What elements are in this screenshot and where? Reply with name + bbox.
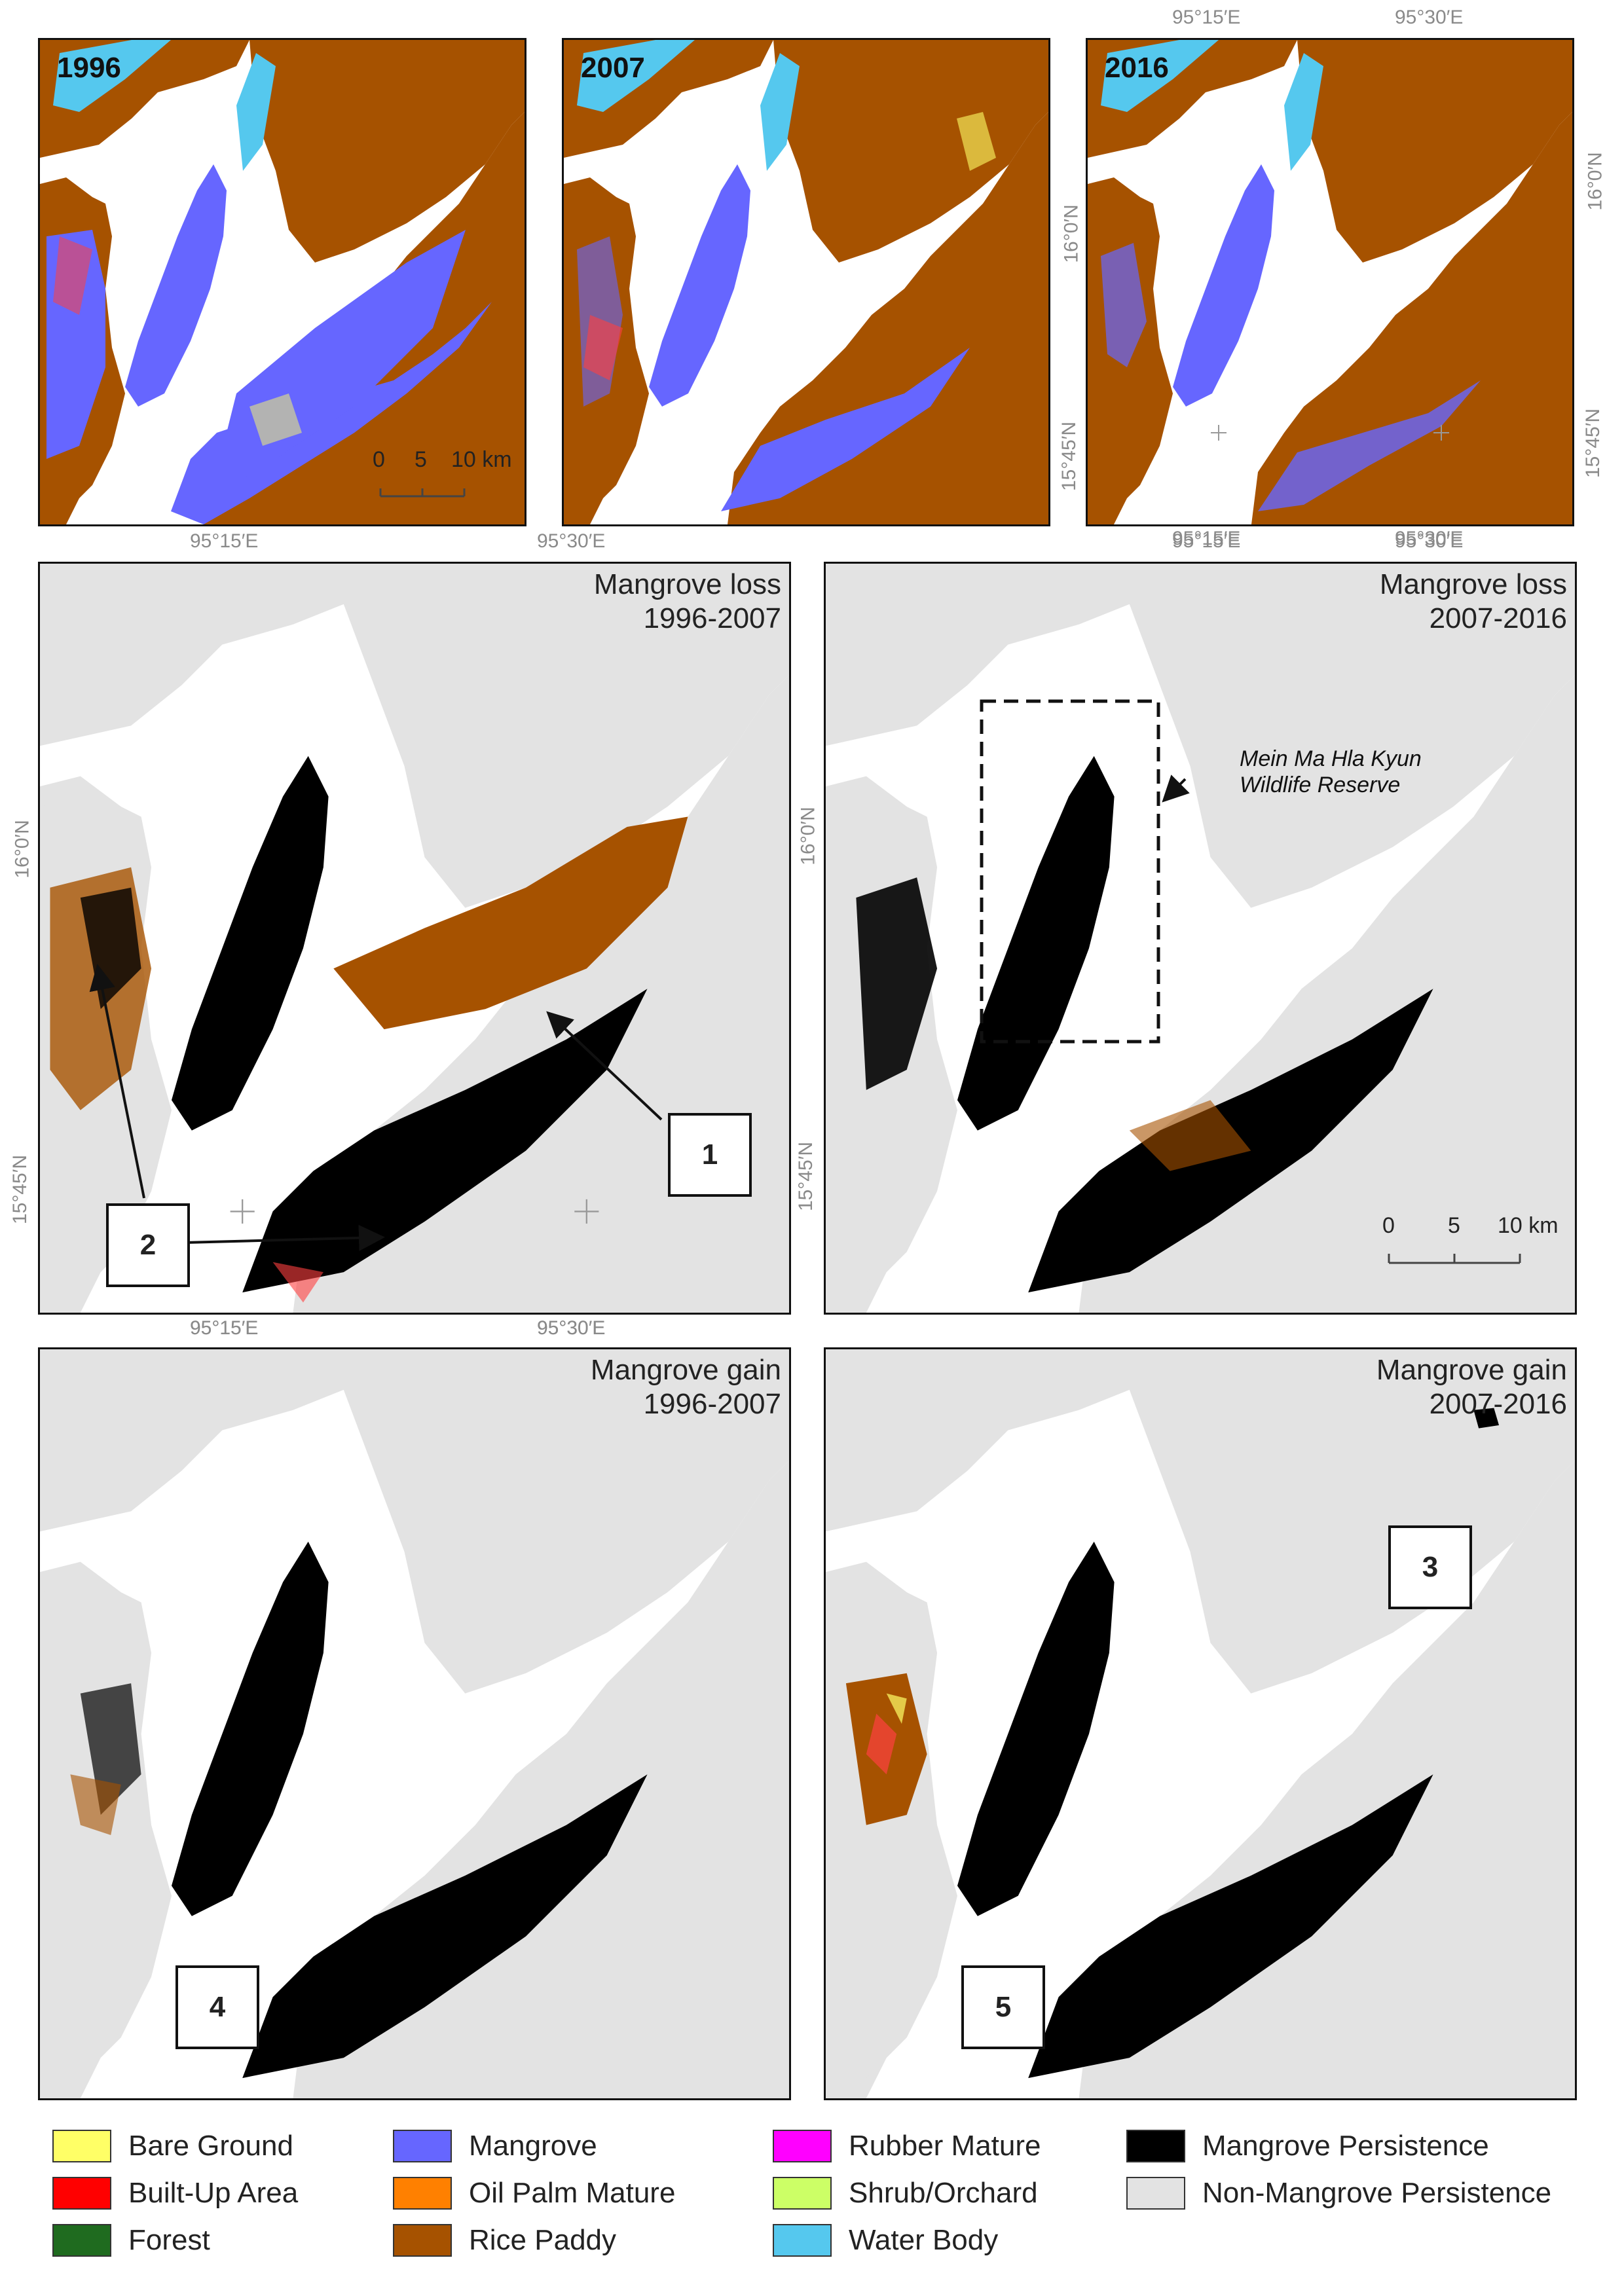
legend-swatch [393,2224,452,2257]
mid-lat-a-left: 16°0′N [11,820,33,879]
top-lat-a-left: 16°0′N [1060,204,1082,263]
reserve-label-line2: Wildlife Reserve [1240,773,1401,797]
map-panel-2007: 2007 [562,38,1050,526]
year-label-1996: 1996 [57,52,121,84]
map-panel-2016: 2016 [1086,38,1574,526]
legend-label: Shrub/Orchard [849,2177,1038,2209]
mid-lon-b-bottom: 95°30′E [537,1317,606,1339]
mid-lon-a-bottom: 95°15′E [190,1317,259,1339]
land-cover-map-1996 [40,40,525,524]
callout-5: 5 [961,1965,1045,2049]
mid-lon-a-right: 95°15′E [1172,530,1241,552]
legend-label: Rubber Mature [849,2130,1041,2162]
reserve-label-line1: Mein Ma Hla Kyun [1240,746,1422,771]
legend-label: Built-Up Area [128,2177,299,2209]
mangrove-loss-map-1996-2007 [40,564,789,1313]
callout-4: 4 [175,1965,259,2049]
mid-lat-b-left: 15°45′N [9,1154,31,1225]
legend-label: Non-Mangrove Persistence [1202,2177,1552,2209]
legend-item-mangrove-persistence: Mangrove Persistence [1126,2128,1489,2164]
reserve-label: Mein Ma Hla Kyun Wildlife Reserve [1240,746,1422,798]
scale-ten: 10 km [1498,1213,1559,1238]
panel-title-line1: Mangrove loss [1379,568,1567,600]
legend-swatch [773,2177,832,2210]
mid-lon-b-right: 95°30′E [1395,530,1464,552]
land-cover-map-2007 [564,40,1048,524]
legend-label: Water Body [849,2224,999,2256]
legend-swatch [393,2177,452,2210]
top-lat-b-right: 15°45′N [1582,408,1604,479]
panel-title-gain-1996-2007: Mangrove gain 1996-2007 [591,1353,781,1421]
legend-swatch [52,2224,111,2257]
scale-zero: 0 [1382,1213,1395,1238]
top-lat-b-left: 15°45′N [1058,421,1080,492]
panel-title-line1: Mangrove gain [590,1354,781,1386]
callout-2: 2 [106,1203,190,1287]
callout-3: 3 [1388,1525,1472,1609]
legend-label: Bare Ground [128,2130,293,2162]
legend-item-water: Water Body [773,2222,998,2259]
panel-title-gain-2007-2016: Mangrove gain 2007-2016 [1376,1353,1567,1421]
legend-item-oil-palm: Oil Palm Mature [393,2175,675,2212]
mid-lon-b: 95°30′E [537,530,606,552]
panel-title-line1: Mangrove gain [1376,1354,1567,1386]
panel-title-loss-1996-2007: Mangrove loss 1996-2007 [594,568,781,636]
land-cover-map-2016 [1088,40,1572,524]
mid-lon-a: 95°15′E [190,530,259,552]
legend-item-forest: Forest [52,2222,210,2259]
legend-label: Mangrove Persistence [1202,2130,1489,2162]
legend-swatch [1126,2177,1185,2210]
panel-title-loss-2007-2016: Mangrove loss 2007-2016 [1380,568,1567,636]
legend-swatch [773,2130,832,2162]
legend-item-built-up: Built-Up Area [52,2175,298,2212]
mangrove-gain-map-2007-2016 [826,1349,1575,2098]
year-label-2016: 2016 [1105,52,1169,84]
legend-item-rubber: Rubber Mature [773,2128,1041,2164]
legend-label: Mangrove [469,2130,597,2162]
legend-label: Oil Palm Mature [469,2177,676,2209]
map-panel-loss-1996-2007: Mangrove loss 1996-2007 [38,562,791,1315]
mangrove-loss-map-2007-2016 [826,564,1575,1313]
legend-item-shrub: Shrub/Orchard [773,2175,1038,2212]
map-panel-gain-1996-2007: Mangrove gain 1996-2007 [38,1347,791,2100]
legend: Bare Ground Built-Up Area Forest Mangrov… [39,2128,1611,2278]
legend-swatch [52,2130,111,2162]
legend-swatch [393,2130,452,2162]
legend-item-mangrove: Mangrove [393,2128,597,2164]
legend-item-bare-ground: Bare Ground [52,2128,293,2164]
panel-title-line2: 1996-2007 [643,1388,781,1420]
panel-title-line1: Mangrove loss [593,568,781,600]
mangrove-gain-map-1996-2007 [40,1349,789,2098]
legend-label: Rice Paddy [469,2224,617,2256]
scale-five: 5 [415,447,427,472]
panel-title-line2: 2007-2016 [1429,602,1567,634]
legend-swatch [1126,2130,1185,2162]
bot-lon-a: 95°15′E [190,1317,259,1339]
panel-title-line2: 1996-2007 [643,602,781,634]
map-panel-gain-2007-2016: Mangrove gain 2007-2016 [824,1347,1577,2100]
top-lon-b-bottom: 95°30′E [1395,528,1464,549]
top-lon-a-bottom: 95°15′E [1172,528,1241,549]
year-label-2007: 2007 [581,52,645,84]
callout-1: 1 [668,1113,752,1197]
scale-ten: 10 km [451,447,512,472]
map-panel-1996: 1996 0 5 10 km [38,38,526,526]
mid-lat-b-right: 15°45′N [795,1141,817,1212]
legend-label: Forest [128,2224,210,2256]
bot-lon-b: 95°30′E [537,1317,606,1339]
scale-zero: 0 [373,447,385,472]
top-lon-a: 95°15′E [1172,7,1241,28]
top-lat-a-right: 16°0′N [1584,152,1606,211]
legend-item-non-mangrove-persistence: Non-Mangrove Persistence [1126,2175,1551,2212]
mid-lat-a-right: 16°0′N [797,807,819,866]
top-lon-b: 95°30′E [1395,7,1464,28]
legend-swatch [52,2177,111,2210]
scale-five: 5 [1448,1213,1460,1238]
map-panel-loss-2007-2016: Mangrove loss 2007-2016 Mein Ma Hla Kyun… [824,562,1577,1315]
legend-item-rice-paddy: Rice Paddy [393,2222,616,2259]
panel-title-line2: 2007-2016 [1429,1388,1567,1420]
legend-swatch [773,2224,832,2257]
